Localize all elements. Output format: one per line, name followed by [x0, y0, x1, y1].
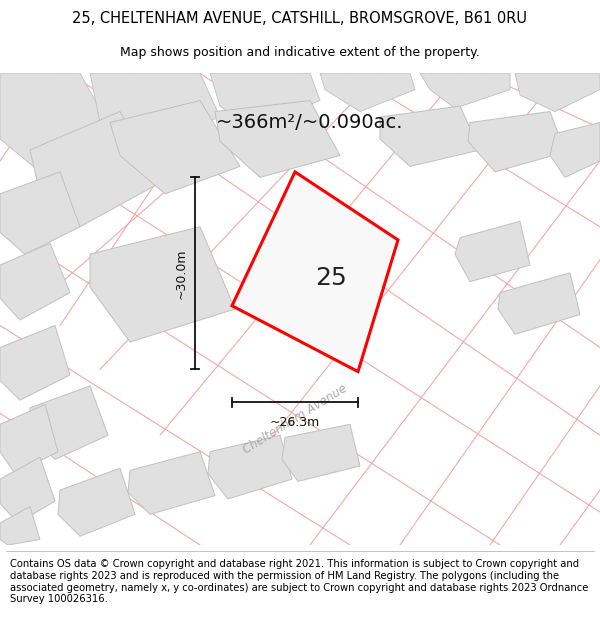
Polygon shape — [468, 111, 565, 172]
Polygon shape — [208, 435, 292, 499]
Polygon shape — [30, 386, 108, 459]
Polygon shape — [0, 458, 55, 523]
Polygon shape — [90, 227, 235, 342]
Polygon shape — [232, 172, 398, 372]
Polygon shape — [380, 106, 480, 166]
Polygon shape — [282, 424, 360, 481]
Polygon shape — [128, 452, 215, 514]
Polygon shape — [90, 73, 220, 150]
Text: ~26.3m: ~26.3m — [270, 416, 320, 429]
Polygon shape — [0, 507, 40, 545]
Text: ~366m²/~0.090ac.: ~366m²/~0.090ac. — [216, 113, 404, 132]
Polygon shape — [550, 122, 600, 177]
Polygon shape — [210, 73, 320, 128]
Polygon shape — [110, 101, 240, 194]
Polygon shape — [0, 243, 70, 320]
Text: Map shows position and indicative extent of the property.: Map shows position and indicative extent… — [120, 46, 480, 59]
Polygon shape — [30, 111, 160, 227]
Polygon shape — [455, 221, 530, 282]
Polygon shape — [498, 273, 580, 334]
Text: 25, CHELTENHAM AVENUE, CATSHILL, BROMSGROVE, B61 0RU: 25, CHELTENHAM AVENUE, CATSHILL, BROMSGR… — [73, 11, 527, 26]
Polygon shape — [0, 404, 58, 474]
Polygon shape — [0, 326, 70, 400]
Text: ~30.0m: ~30.0m — [175, 248, 187, 299]
Polygon shape — [0, 172, 80, 254]
Polygon shape — [320, 73, 415, 111]
Text: Cheltenham Avenue: Cheltenham Avenue — [241, 381, 349, 456]
Polygon shape — [215, 101, 340, 178]
Text: Contains OS data © Crown copyright and database right 2021. This information is : Contains OS data © Crown copyright and d… — [10, 559, 589, 604]
Polygon shape — [420, 73, 510, 108]
Polygon shape — [0, 73, 110, 172]
Polygon shape — [58, 468, 135, 536]
Text: 25: 25 — [315, 266, 347, 290]
Polygon shape — [515, 73, 600, 111]
